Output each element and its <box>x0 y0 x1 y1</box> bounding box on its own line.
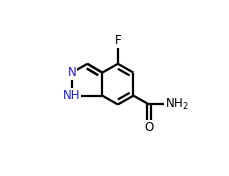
Text: NH: NH <box>63 89 80 102</box>
Text: NH$_2$: NH$_2$ <box>164 97 188 112</box>
Text: O: O <box>144 121 153 134</box>
Text: F: F <box>114 34 121 47</box>
Text: N: N <box>67 66 76 79</box>
